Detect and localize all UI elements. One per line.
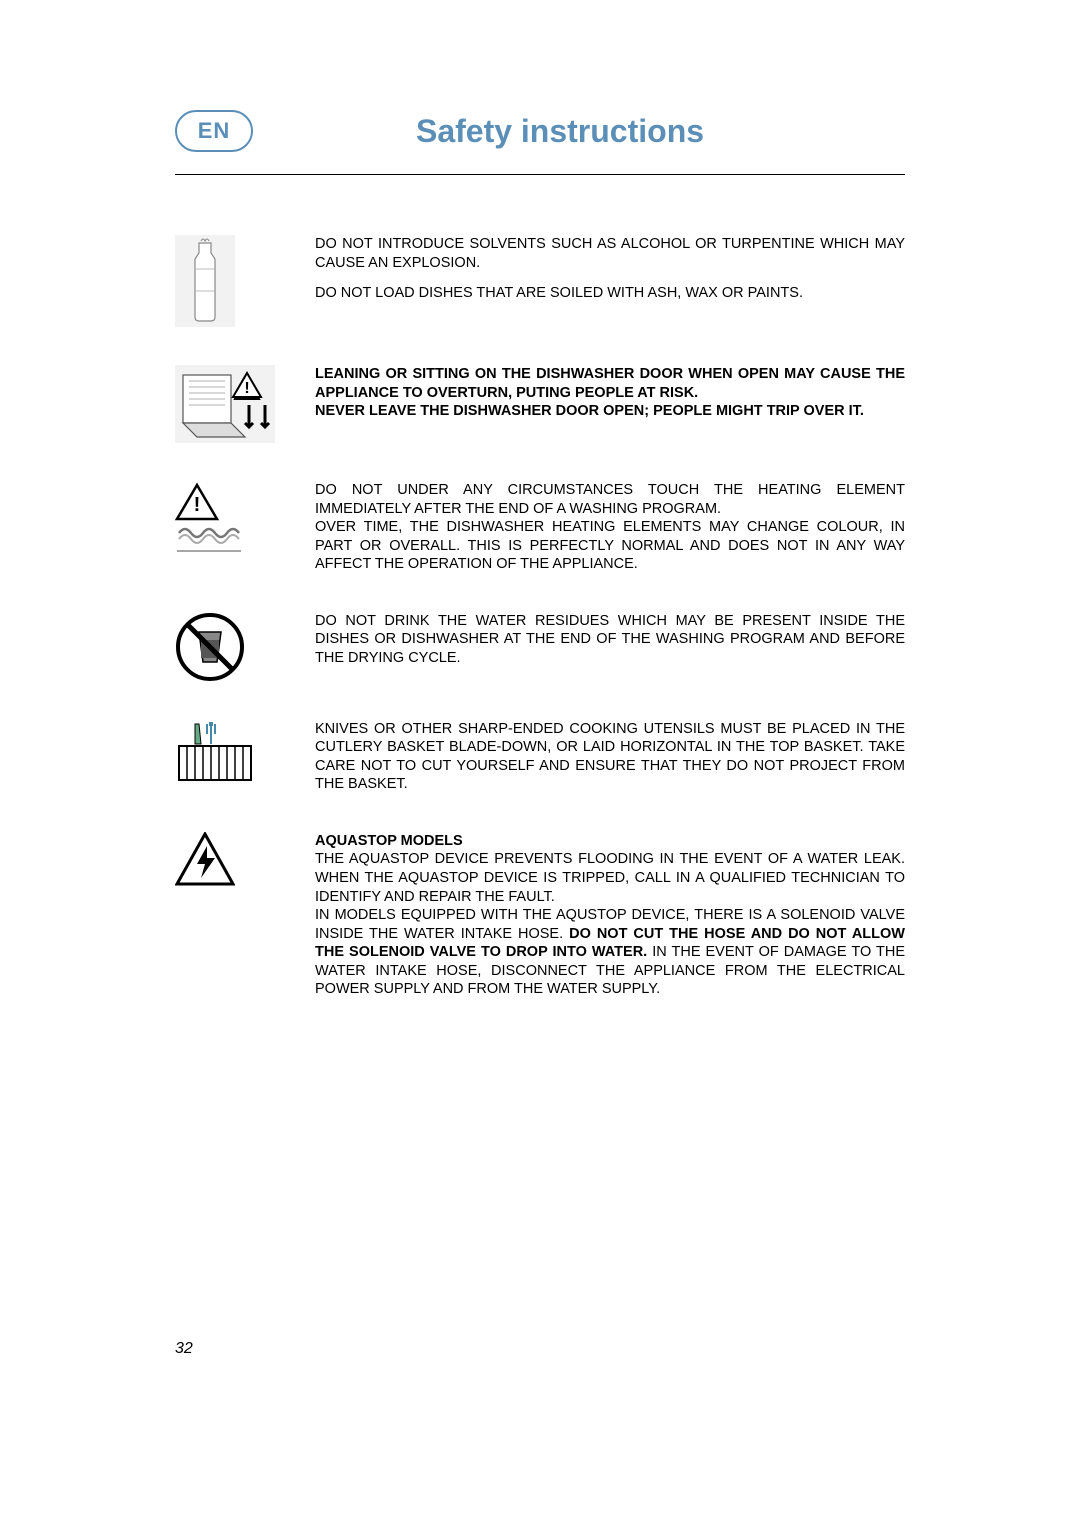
icon-col [175,720,315,794]
divider [175,174,905,175]
page: EN Safety instructions DO NOT INTRODUCE … [0,0,1080,1528]
svg-text:!: ! [244,380,249,397]
text-col: DO NOT DRINK THE WATER RESIDUES WHICH MA… [315,612,905,682]
header: EN Safety instructions [175,110,905,152]
icon-col: ! [175,365,315,443]
heating-warning-icon: ! [175,481,253,561]
cutlery-basket-icon [175,720,255,784]
lang-text: EN [198,118,231,144]
page-number: 32 [175,1340,193,1358]
para: DO NOT UNDER ANY CIRCUMSTANCES TOUCH THE… [315,481,905,518]
para: IN MODELS EQUIPPED WITH THE AQUSTOP DEVI… [315,906,905,999]
text-col: DO NOT INTRODUCE SOLVENTS SUCH AS ALCOHO… [315,235,905,327]
door-warning-icon: ! [175,365,275,443]
text-col: KNIVES OR OTHER SHARP-ENDED COOKING UTEN… [315,720,905,794]
section-aquastop: AQUASTOP MODELS THE AQUASTOP DEVICE PREV… [175,832,905,999]
icon-col [175,235,315,327]
para: DO NOT LOAD DISHES THAT ARE SOILED WITH … [315,284,905,303]
text-col: DO NOT UNDER ANY CIRCUMSTANCES TOUCH THE… [315,481,905,574]
page-title: Safety instructions [293,113,827,150]
para: NEVER LEAVE THE DISHWASHER DOOR OPEN; PE… [315,402,905,421]
icon-col [175,612,315,682]
aquastop-icon [175,832,235,888]
no-drink-icon [175,612,245,682]
section-solvents: DO NOT INTRODUCE SOLVENTS SUCH AS ALCOHO… [175,235,905,327]
icon-col: ! [175,481,315,574]
lang-badge: EN [175,110,253,152]
section-door: ! LEANING OR SITTING ON THE DISHWASHER D… [175,365,905,443]
para: LEANING OR SITTING ON THE DISHWASHER DOO… [315,365,905,402]
para: KNIVES OR OTHER SHARP-ENDED COOKING UTEN… [315,720,905,794]
para: OVER TIME, THE DISHWASHER HEATING ELEMEN… [315,518,905,574]
text-col: LEANING OR SITTING ON THE DISHWASHER DOO… [315,365,905,443]
para: DO NOT INTRODUCE SOLVENTS SUCH AS ALCOHO… [315,235,905,272]
bottle-icon [175,235,235,327]
aquastop-title: AQUASTOP MODELS [315,832,905,851]
section-cutlery: KNIVES OR OTHER SHARP-ENDED COOKING UTEN… [175,720,905,794]
svg-text:!: ! [194,494,201,516]
section-heating: ! DO NOT UNDER ANY CIRCUMSTANCES TOUCH T… [175,481,905,574]
section-nodrink: DO NOT DRINK THE WATER RESIDUES WHICH MA… [175,612,905,682]
para: THE AQUASTOP DEVICE PREVENTS FLOODING IN… [315,850,905,906]
text-col: AQUASTOP MODELS THE AQUASTOP DEVICE PREV… [315,832,905,999]
icon-col [175,832,315,999]
para: DO NOT DRINK THE WATER RESIDUES WHICH MA… [315,612,905,668]
